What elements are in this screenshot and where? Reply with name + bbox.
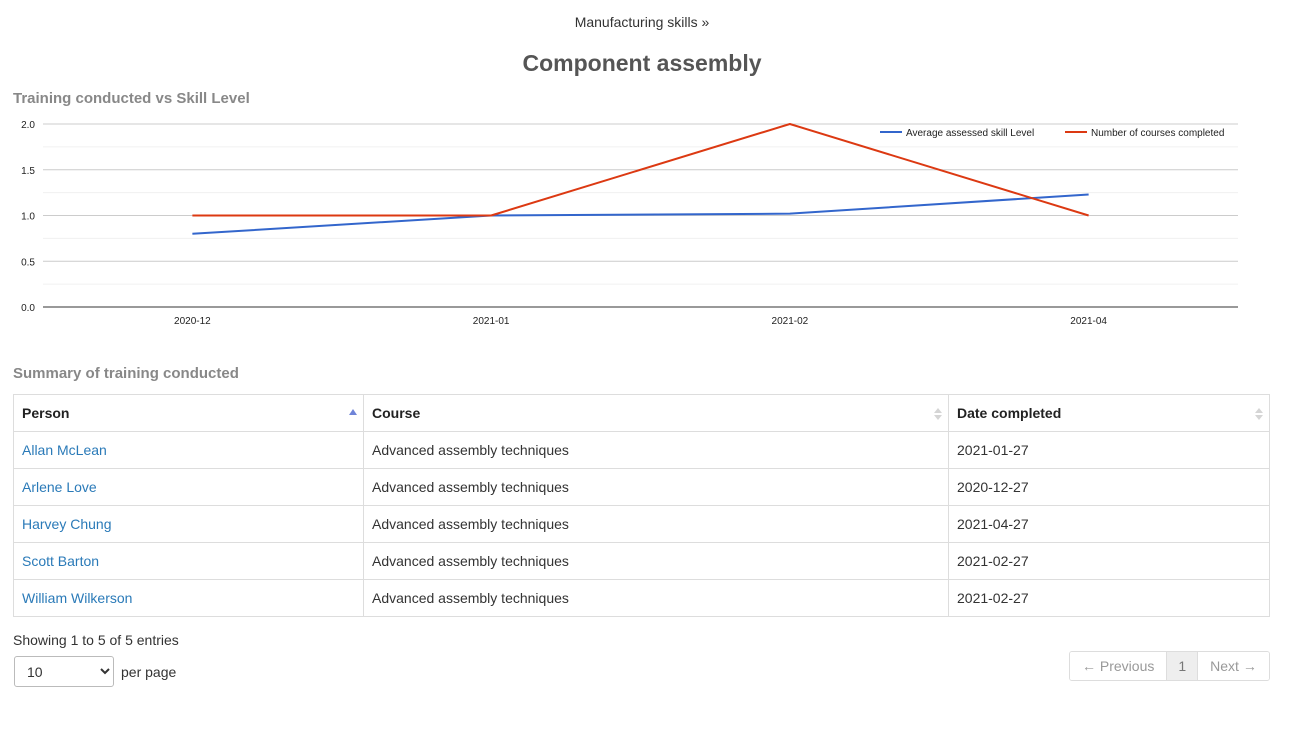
table-row: William Wilkerson Advanced assembly tech…	[13, 579, 1270, 617]
column-header-person[interactable]: Person	[13, 394, 364, 432]
cell-person: Harvey Chung	[13, 505, 364, 543]
breadcrumb-link-manufacturing-skills[interactable]: Manufacturing skills »	[574, 14, 710, 30]
y-tick-label: 1.5	[21, 166, 35, 177]
cell-person: Scott Barton	[13, 542, 364, 580]
cell-course: Advanced assembly techniques	[363, 542, 949, 580]
cell-course: Advanced assembly techniques	[363, 505, 949, 543]
cell-person: Arlene Love	[13, 468, 364, 506]
person-link[interactable]: Arlene Love	[22, 479, 97, 495]
x-tick-label: 2021-01	[473, 316, 510, 327]
column-header-date-completed[interactable]: Date completed	[948, 394, 1270, 432]
legend-label: Number of courses completed	[1091, 128, 1224, 139]
breadcrumb: Manufacturing skills »	[0, 14, 1284, 30]
table-row: Arlene Love Advanced assembly techniques…	[13, 468, 1270, 506]
column-header-label: Date completed	[957, 405, 1062, 421]
column-header-label: Person	[22, 405, 70, 421]
table-row: Harvey Chung Advanced assembly technique…	[13, 505, 1270, 543]
cell-person: William Wilkerson	[13, 579, 364, 617]
cell-course: Advanced assembly techniques	[363, 579, 949, 617]
series-line-2	[192, 123, 1089, 217]
sort-icon	[1255, 408, 1263, 420]
legend-label: Average assessed skill Level	[906, 128, 1034, 139]
person-link[interactable]: Scott Barton	[22, 553, 100, 569]
cell-date: 2021-04-27	[948, 505, 1270, 543]
per-page-control: 10	[14, 656, 114, 687]
per-page-label: per page	[121, 664, 177, 680]
cell-date: 2020-12-27	[948, 468, 1270, 506]
cell-date: 2021-01-27	[948, 431, 1270, 469]
per-page-select[interactable]: 10	[14, 656, 114, 687]
person-link[interactable]: William Wilkerson	[22, 590, 133, 606]
cell-course: Advanced assembly techniques	[363, 431, 949, 469]
summary-heading: Summary of training conducted	[13, 365, 239, 382]
table-header-row: Person Course Date completed	[13, 394, 1270, 432]
page-title: Component assembly	[522, 50, 762, 76]
training-table: Person Course Date completed	[13, 394, 1270, 617]
cell-date: 2021-02-27	[948, 579, 1270, 617]
previous-page-button[interactable]: ← Previous	[1070, 652, 1168, 680]
page-1-button[interactable]: 1	[1167, 652, 1199, 680]
column-header-label: Course	[372, 405, 421, 421]
sort-ascending-icon	[349, 409, 357, 415]
x-tick-label: 2020-12	[174, 316, 211, 327]
x-tick-label: 2021-04	[1070, 316, 1107, 327]
x-tick-label: 2021-02	[772, 316, 809, 327]
series-line-1	[192, 193, 1089, 235]
pagination: ← Previous 1 Next →	[1069, 651, 1270, 681]
table-row: Allan McLean Advanced assembly technique…	[13, 431, 1270, 469]
cell-date: 2021-02-27	[948, 542, 1270, 580]
y-tick-label: 1.0	[21, 212, 35, 223]
y-tick-label: 2.0	[21, 120, 35, 131]
sort-icon	[934, 408, 942, 420]
next-page-button[interactable]: Next →	[1198, 652, 1269, 680]
cell-course: Advanced assembly techniques	[363, 468, 949, 506]
table-row: Scott Barton Advanced assembly technique…	[13, 542, 1270, 580]
chart-heading: Training conducted vs Skill Level	[13, 90, 250, 107]
person-link[interactable]: Harvey Chung	[22, 516, 112, 532]
cell-person: Allan McLean	[13, 431, 364, 469]
column-header-course[interactable]: Course	[363, 394, 949, 432]
y-tick-label: 0.0	[21, 303, 35, 314]
line-chart: 0.0 0.5 1.0 1.5 2.0 2020-12 2021-01 2021-02 2021…	[21, 120, 1238, 327]
person-link[interactable]: Allan McLean	[22, 442, 107, 458]
y-tick-label: 0.5	[21, 257, 35, 268]
table-info: Showing 1 to 5 of 5 entries	[13, 632, 179, 648]
